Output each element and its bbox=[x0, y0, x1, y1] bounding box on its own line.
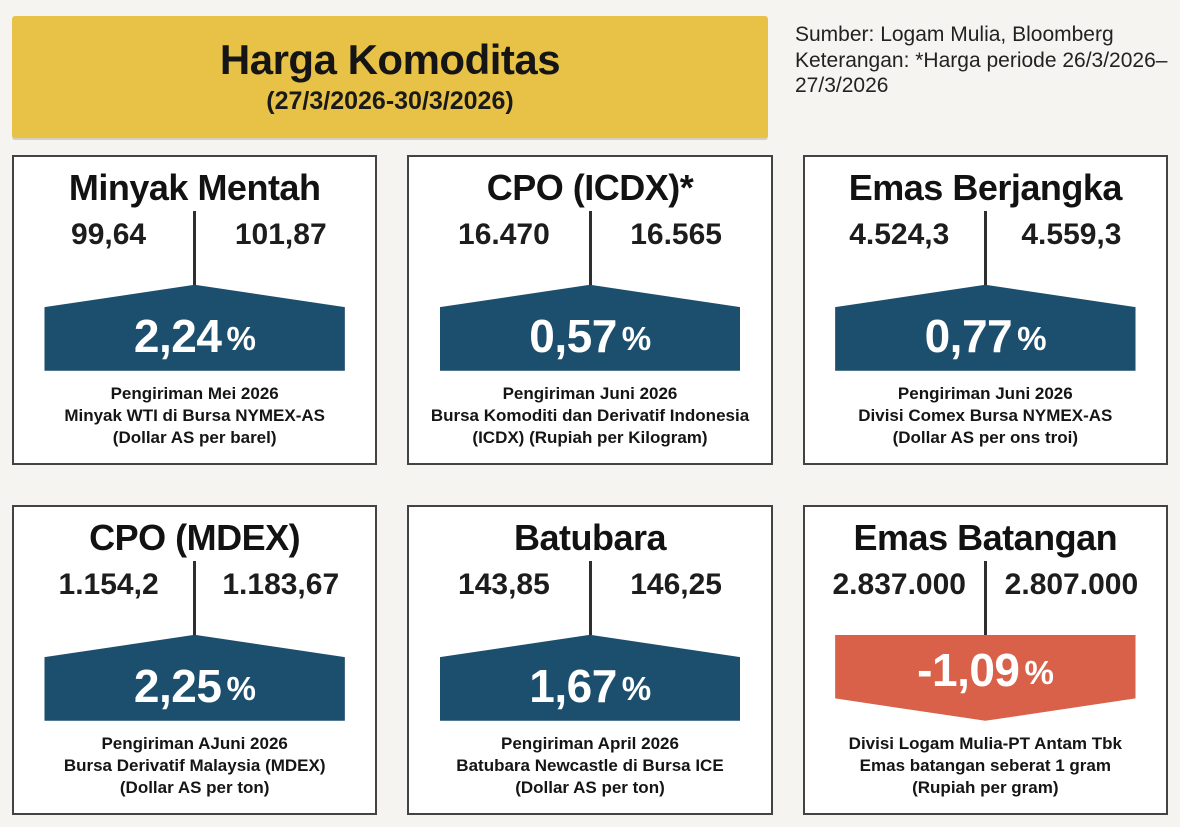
price-right: 16.565 bbox=[630, 217, 722, 251]
price-values: 16.470 16.565 bbox=[419, 210, 760, 285]
desc-line: Divisi Comex Bursa NYMEX-AS bbox=[858, 405, 1113, 425]
commodity-title: Batubara bbox=[513, 517, 667, 558]
commodity-description: Pengiriman AJuni 2026 Bursa Derivatif Ma… bbox=[64, 733, 326, 799]
price-right: 146,25 bbox=[630, 567, 722, 601]
desc-line: Emas batangan seberat 1 gram bbox=[859, 755, 1111, 775]
title-banner: Harga Komoditas (27/3/2026-30/3/2026) bbox=[12, 16, 768, 138]
commodity-description: Pengiriman April 2026 Batubara Newcastle… bbox=[456, 733, 723, 799]
value-divider bbox=[983, 560, 987, 635]
commodity-grid: Minyak Mentah 99,64 101,87 2,24% Pengiri… bbox=[12, 155, 1168, 815]
change-value: 2,25 bbox=[133, 659, 222, 712]
page-subtitle: (27/3/2026-30/3/2026) bbox=[266, 86, 514, 115]
commodity-card-batubara: Batubara 143,85 146,25 1,67% Pengiriman … bbox=[407, 505, 773, 815]
desc-line: (Dollar AS per ons troi) bbox=[892, 427, 1079, 447]
commodity-description: Divisi Logam Mulia-PT Antam Tbk Emas bat… bbox=[849, 733, 1122, 799]
change-percent: 1,67% bbox=[529, 659, 651, 713]
change-value: 0,57 bbox=[529, 309, 617, 362]
desc-line: Minyak WTI di Bursa NYMEX-AS bbox=[64, 405, 326, 425]
price-right: 4.559,3 bbox=[1021, 217, 1122, 251]
commodity-description: Pengiriman Juni 2026 Divisi Comex Bursa … bbox=[858, 383, 1112, 449]
price-left: 99,64 bbox=[71, 217, 147, 251]
commodity-title: CPO (MDEX) bbox=[89, 517, 301, 558]
price-left: 2.837.000 bbox=[832, 567, 966, 601]
change-value: 2,24 bbox=[133, 309, 222, 362]
price-left: 4.524,3 bbox=[849, 217, 950, 251]
percent-sign: % bbox=[621, 320, 651, 358]
change-value: 0,77 bbox=[924, 309, 1013, 362]
commodity-title: CPO (ICDX)* bbox=[486, 167, 694, 208]
commodity-title: Emas Berjangka bbox=[848, 167, 1123, 208]
percent-sign: % bbox=[621, 670, 651, 708]
desc-line: Divisi Logam Mulia-PT Antam Tbk bbox=[848, 733, 1122, 753]
desc-line: (ICDX) (Rupiah per Kilogram) bbox=[472, 427, 708, 447]
price-values: 4.524,3 4.559,3 bbox=[815, 210, 1156, 285]
value-divider bbox=[588, 560, 592, 635]
change-banner-up: 0,57% bbox=[439, 284, 741, 371]
percent-sign: % bbox=[1024, 654, 1054, 692]
desc-line: Pengiriman Juni 2026 bbox=[502, 383, 678, 403]
desc-line: Pengiriman AJuni 2026 bbox=[101, 733, 288, 753]
percent-sign: % bbox=[1017, 320, 1047, 358]
source-note: Sumber: Logam Mulia, Bloomberg Keteranga… bbox=[795, 22, 1170, 99]
desc-line: (Dollar AS per barel) bbox=[112, 427, 277, 447]
price-left: 16.470 bbox=[458, 217, 550, 251]
change-value: -1,09 bbox=[917, 643, 1020, 696]
commodity-card-emas-berjangka: Emas Berjangka 4.524,3 4.559,3 0,77% Pen… bbox=[802, 155, 1168, 465]
change-percent: -1,09% bbox=[917, 643, 1054, 697]
change-percent: 2,25% bbox=[133, 659, 256, 713]
desc-line: Pengiriman Mei 2026 bbox=[110, 383, 279, 403]
change-value: 1,67 bbox=[529, 659, 617, 712]
change-banner-up: 2,24% bbox=[44, 284, 345, 371]
source-line: 27/3/2026 bbox=[795, 74, 889, 98]
commodity-card-emas-batangan: Emas Batangan 2.837.000 2.807.000 -1,09%… bbox=[802, 505, 1168, 815]
page-title: Harga Komoditas bbox=[219, 36, 561, 84]
commodity-description: Pengiriman Mei 2026 Minyak WTI di Bursa … bbox=[64, 383, 325, 449]
change-percent: 0,77% bbox=[924, 309, 1047, 363]
commodity-title: Emas Batangan bbox=[853, 517, 1118, 558]
change-banner-up: 1,67% bbox=[439, 634, 741, 721]
commodity-description: Pengiriman Juni 2026 Bursa Komoditi dan … bbox=[431, 383, 749, 449]
change-banner-up: 0,77% bbox=[835, 284, 1136, 371]
desc-line: Batubara Newcastle di Bursa ICE bbox=[456, 755, 724, 775]
price-left: 143,85 bbox=[458, 567, 550, 601]
change-banner-up: 2,25% bbox=[44, 634, 345, 721]
percent-sign: % bbox=[226, 670, 256, 708]
value-divider bbox=[983, 210, 987, 285]
price-left: 1.154,2 bbox=[58, 567, 159, 601]
commodity-card-cpo-icdx: CPO (ICDX)* 16.470 16.565 0,57% Pengirim… bbox=[407, 155, 773, 465]
price-right: 2.807.000 bbox=[1004, 567, 1139, 601]
commodity-card-cpo-mdex: CPO (MDEX) 1.154,2 1.183,67 2,25% Pengir… bbox=[12, 505, 378, 815]
commodity-card-minyak-mentah: Minyak Mentah 99,64 101,87 2,24% Pengiri… bbox=[12, 155, 378, 465]
change-banner-down: -1,09% bbox=[835, 634, 1136, 721]
price-right: 101,87 bbox=[234, 217, 327, 251]
percent-sign: % bbox=[226, 320, 256, 358]
desc-line: (Rupiah per gram) bbox=[912, 777, 1059, 797]
desc-line: Pengiriman Juni 2026 bbox=[897, 383, 1073, 403]
desc-line: (Dollar AS per ton) bbox=[119, 777, 270, 797]
value-divider bbox=[588, 210, 592, 285]
value-divider bbox=[193, 210, 197, 285]
price-values: 143,85 146,25 bbox=[419, 560, 760, 635]
change-percent: 2,24% bbox=[133, 309, 256, 363]
desc-line: (Dollar AS per ton) bbox=[515, 777, 665, 797]
price-right: 1.183,67 bbox=[222, 567, 340, 601]
desc-line: Bursa Komoditi dan Derivatif Indonesia bbox=[430, 405, 750, 425]
commodity-title: Minyak Mentah bbox=[68, 167, 321, 208]
price-values: 2.837.000 2.807.000 bbox=[815, 560, 1156, 635]
price-values: 99,64 101,87 bbox=[24, 210, 365, 285]
value-divider bbox=[193, 560, 197, 635]
desc-line: Pengiriman April 2026 bbox=[501, 733, 679, 753]
price-values: 1.154,2 1.183,67 bbox=[24, 560, 365, 635]
source-line: Keterangan: *Harga periode 26/3/2026– bbox=[795, 48, 1168, 72]
change-percent: 0,57% bbox=[529, 309, 651, 363]
desc-line: Bursa Derivatif Malaysia (MDEX) bbox=[63, 755, 326, 775]
source-line: Sumber: Logam Mulia, Bloomberg bbox=[795, 23, 1114, 46]
